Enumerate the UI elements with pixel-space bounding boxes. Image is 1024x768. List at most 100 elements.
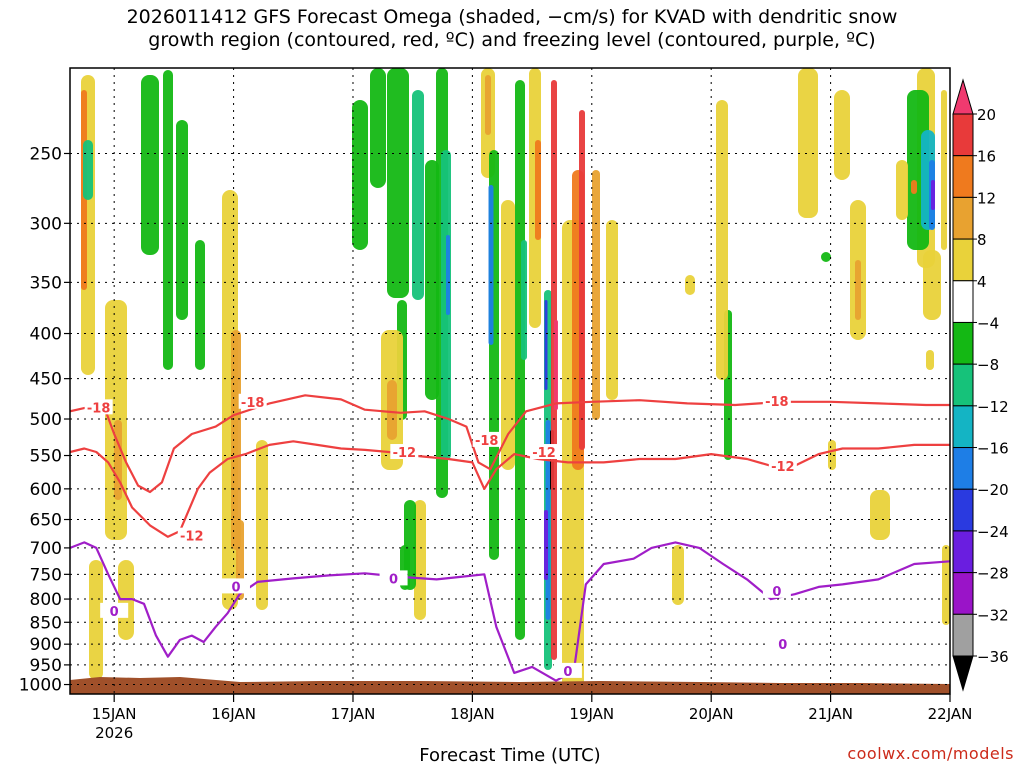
ground-surface <box>70 677 950 694</box>
contour-label-background <box>762 392 791 408</box>
colorbar-label: −32 <box>977 606 1009 624</box>
contour-label: -18 <box>241 396 265 411</box>
contour-label: -12 <box>771 460 795 475</box>
y-tick-label: 550 <box>30 447 62 467</box>
contour-label-background <box>379 570 408 586</box>
omega-region <box>83 140 93 200</box>
colorbar-swatch <box>952 488 974 532</box>
colorbar-label: −20 <box>977 481 1009 499</box>
omega-region <box>828 440 836 470</box>
contour-label-background <box>177 527 206 543</box>
omega-region <box>515 80 525 640</box>
omega-region <box>941 90 947 250</box>
y-tick-label: 800 <box>30 590 62 610</box>
colorbar: 20 16 12 8 4 −4 −8 −12 −16 −20 −24 −28 −32 −36 <box>952 78 1009 692</box>
contour-label: -12 <box>532 446 556 461</box>
colorbar-swatch <box>952 78 974 115</box>
contour-label: 0 <box>110 605 119 620</box>
omega-region <box>931 180 935 210</box>
omega-region <box>521 240 527 360</box>
contour-label-background <box>530 444 559 460</box>
omega-region <box>685 275 695 295</box>
omega-region <box>544 510 548 580</box>
x-tick-label: 20JAN <box>689 705 734 723</box>
y-tick-label: 500 <box>30 410 62 430</box>
omega-region <box>446 235 450 315</box>
x-tick-label: 16JAN <box>211 705 256 723</box>
omega-region <box>387 68 409 298</box>
y-tick-label: 600 <box>30 480 62 500</box>
omega-region <box>821 252 831 262</box>
contour-label-background <box>390 444 419 460</box>
colorbar-swatch <box>952 363 974 407</box>
plot-frame <box>69 67 951 695</box>
colorbar-label: −8 <box>977 356 999 374</box>
contour-label: -18 <box>87 401 111 416</box>
colorbar-label: 8 <box>977 231 987 249</box>
x-tick-label: 18JAN <box>450 705 495 723</box>
omega-region <box>195 240 205 370</box>
colorbar-label: −24 <box>977 523 1009 541</box>
chart-title-line-2: growth region (contoured, red, ºC) and f… <box>148 29 876 51</box>
x-tick-label: 19JAN <box>569 705 614 723</box>
omega-region <box>923 250 941 320</box>
contour-label-background <box>472 431 501 447</box>
y-tick-label: 750 <box>30 565 62 585</box>
colorbar-swatch <box>952 613 974 657</box>
omega-region <box>870 490 890 540</box>
contour-label: 0 <box>772 585 781 600</box>
site-credit: coolwx.com/models <box>847 744 1014 763</box>
omega-region <box>544 300 548 390</box>
omega-region <box>89 560 103 680</box>
contour-label-background <box>768 457 797 473</box>
omega-region <box>412 90 424 300</box>
omega-region <box>554 320 558 410</box>
colorbar-swatch <box>952 280 974 323</box>
contour-line-0 <box>70 541 950 682</box>
contour-label: 0 <box>778 638 787 653</box>
omega-region <box>370 68 386 188</box>
x-axis: 15JAN 16JAN 17JAN 18JAN 19JAN 20JAN 21JAN 22JAN… <box>92 694 973 742</box>
contour-label-background <box>100 602 129 618</box>
x-tick-label: 15JAN <box>92 705 137 723</box>
colorbar-swatch <box>952 155 974 198</box>
omega-shading <box>81 68 950 690</box>
y-tick-label: 950 <box>30 656 62 676</box>
omega-region <box>114 420 122 500</box>
omega-region <box>501 200 515 470</box>
x-tick-label: 21JAN <box>808 705 853 723</box>
colorbar-swatch <box>952 572 974 615</box>
colorbar-swatch <box>952 113 974 157</box>
omega-region <box>352 100 368 250</box>
omega-region <box>834 90 850 180</box>
contour-lines: -18 -18 -18 -18 -12 -12 -12 -12 0 0 0 0 0 0 <box>70 392 950 682</box>
y-tick-label: 250 <box>30 144 62 164</box>
y-tick-label: 450 <box>30 370 62 390</box>
omega-region <box>926 350 934 370</box>
omega-region <box>414 500 426 620</box>
y-tick-label: 650 <box>30 511 62 531</box>
colorbar-label: −4 <box>977 314 999 332</box>
omega-region <box>485 75 491 135</box>
contour-label: 0 <box>563 665 572 680</box>
omega-region <box>535 140 541 240</box>
omega-region <box>672 545 684 605</box>
colorbar-label: −12 <box>977 398 1009 416</box>
chart-title: 2026011412 GFS Forecast Omega (shaded, −… <box>0 6 1024 52</box>
x-tick-label: 22JAN <box>928 705 973 723</box>
omega-region <box>579 110 585 450</box>
y-tick-label: 900 <box>30 635 62 655</box>
contour-label: -12 <box>393 446 417 461</box>
x-tick-label: 17JAN <box>331 705 376 723</box>
x-year-label: 2026 <box>95 724 133 742</box>
colorbar-label: −28 <box>977 565 1009 583</box>
colorbar-label: 16 <box>977 148 996 166</box>
omega-region <box>231 330 241 550</box>
contour-label-background <box>238 393 267 409</box>
contour-label-background <box>762 582 791 598</box>
contour-label-background <box>553 662 582 678</box>
colorbar-swatch <box>952 238 974 282</box>
y-tick-label: 850 <box>30 613 62 633</box>
contour-label-background <box>221 578 250 594</box>
